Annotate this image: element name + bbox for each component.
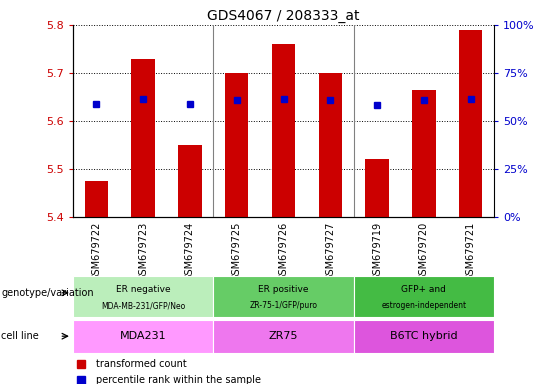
Bar [131,58,155,217]
Bar [272,44,295,217]
Bar [412,90,436,217]
Bar [178,145,201,217]
Text: B6TC hybrid: B6TC hybrid [390,331,458,341]
Text: percentile rank within the sample: percentile rank within the sample [96,375,261,384]
Text: estrogen-independent: estrogen-independent [381,301,467,310]
Title: GDS4067 / 208333_at: GDS4067 / 208333_at [207,8,360,23]
Bar [366,159,389,217]
Text: transformed count: transformed count [96,359,187,369]
Text: ZR75: ZR75 [269,331,298,341]
Bar [225,73,248,217]
Bar [354,320,494,353]
Text: GFP+ and: GFP+ and [401,285,447,294]
Bar [459,30,482,217]
Text: ER positive: ER positive [258,285,309,294]
Bar [354,276,494,317]
Bar [73,320,213,353]
Text: MDA-MB-231/GFP/Neo: MDA-MB-231/GFP/Neo [101,301,185,310]
Bar [319,73,342,217]
Bar [85,181,108,217]
Text: ER negative: ER negative [116,285,171,294]
Bar [213,320,354,353]
Bar [73,276,213,317]
Bar [213,276,354,317]
Text: ZR-75-1/GFP/puro: ZR-75-1/GFP/puro [249,301,318,310]
Text: MDA231: MDA231 [120,331,166,341]
Text: genotype/variation: genotype/variation [1,288,94,298]
Text: cell line: cell line [1,331,39,341]
